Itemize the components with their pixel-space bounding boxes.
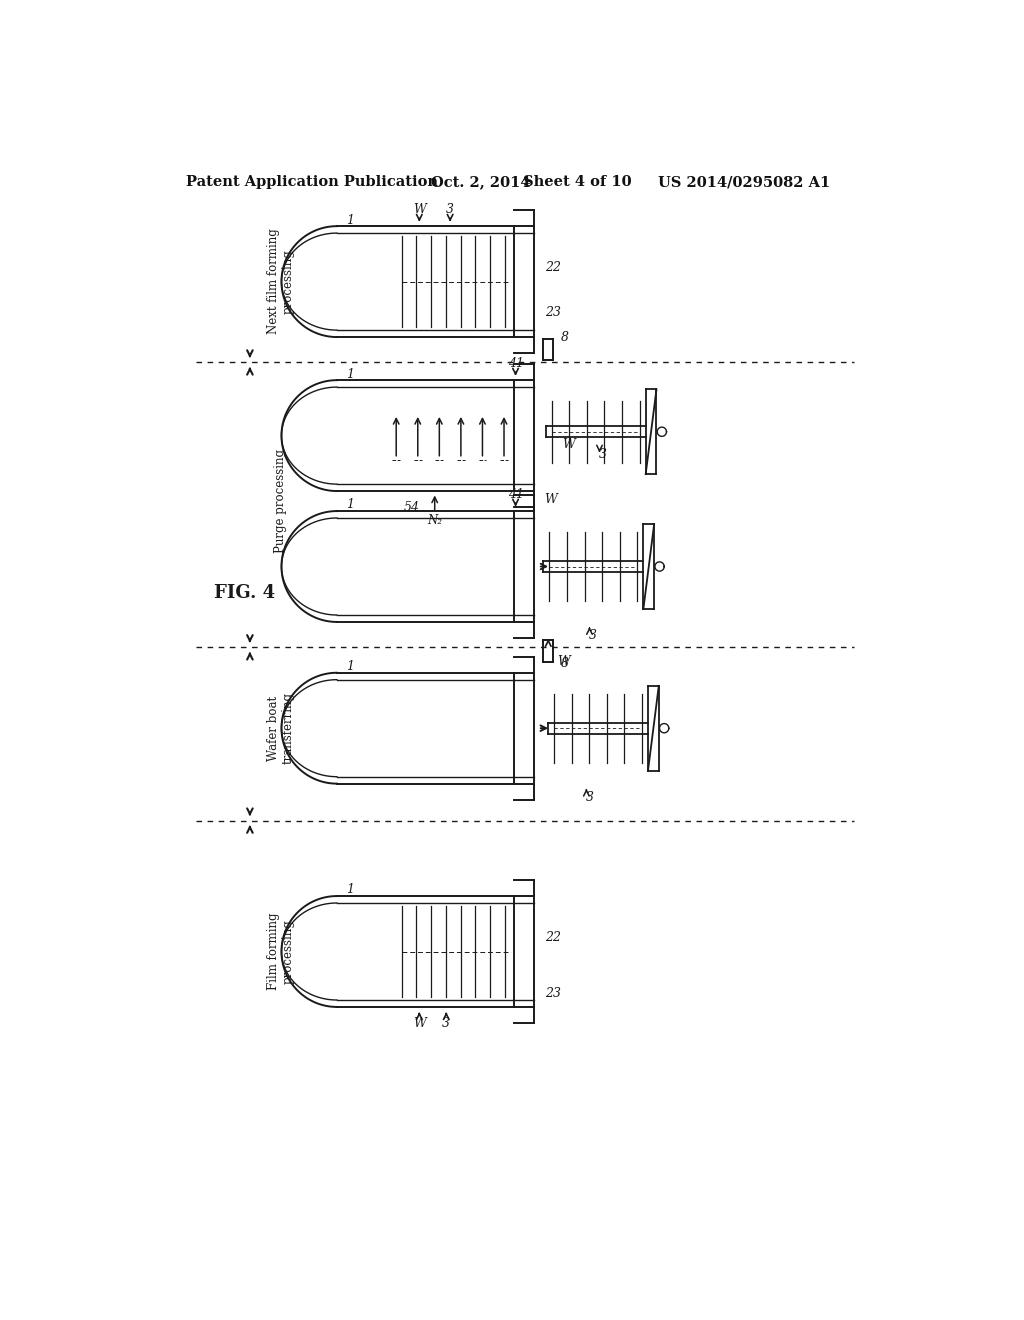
- Text: 3: 3: [446, 203, 454, 215]
- Text: 23: 23: [545, 306, 561, 319]
- Text: Purge processing: Purge processing: [274, 449, 287, 553]
- Text: 1: 1: [346, 367, 354, 380]
- Text: 8: 8: [561, 330, 569, 343]
- Text: W: W: [557, 655, 569, 668]
- Text: 3: 3: [590, 630, 597, 643]
- Text: 3: 3: [587, 791, 594, 804]
- Text: US 2014/0295082 A1: US 2014/0295082 A1: [658, 176, 830, 189]
- Text: FIG. 4: FIG. 4: [214, 585, 275, 602]
- Text: 23: 23: [545, 987, 561, 1001]
- Text: 41: 41: [508, 356, 523, 370]
- Text: 1: 1: [346, 499, 354, 511]
- Text: Wafer boat
transferring: Wafer boat transferring: [266, 692, 295, 764]
- Text: Oct. 2, 2014: Oct. 2, 2014: [431, 176, 530, 189]
- Text: 8: 8: [561, 657, 569, 671]
- Text: Film forming
processing: Film forming processing: [266, 912, 295, 990]
- Text: W: W: [562, 438, 575, 451]
- Text: W: W: [413, 203, 426, 215]
- Text: 22: 22: [545, 261, 561, 275]
- Text: 54: 54: [403, 502, 420, 515]
- Text: 3: 3: [442, 1018, 451, 1031]
- Text: Sheet 4 of 10: Sheet 4 of 10: [523, 176, 632, 189]
- Text: 1: 1: [346, 660, 354, 673]
- Text: 3: 3: [599, 449, 607, 462]
- Text: W: W: [545, 492, 557, 506]
- Text: Next film forming
processing: Next film forming processing: [266, 228, 295, 334]
- Text: 22: 22: [545, 931, 561, 944]
- Text: 1: 1: [346, 883, 354, 896]
- Text: 1: 1: [346, 214, 354, 227]
- Text: 41: 41: [508, 487, 523, 500]
- Text: N₂: N₂: [427, 513, 442, 527]
- Text: W: W: [413, 1018, 426, 1031]
- Text: Patent Application Publication: Patent Application Publication: [186, 176, 438, 189]
